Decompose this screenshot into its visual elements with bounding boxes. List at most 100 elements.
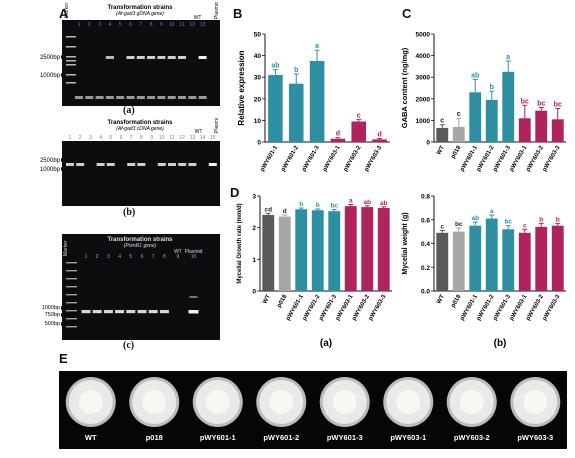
panel-label-a: A bbox=[59, 6, 69, 21]
gel-b-lane-number: 10 bbox=[159, 135, 165, 141]
gel-band bbox=[96, 163, 105, 166]
gel-c-caption: (c) bbox=[123, 340, 135, 351]
y-tick-label: 5000 bbox=[416, 32, 431, 39]
colony-label: pWY601-3 bbox=[327, 433, 363, 442]
gel-a-lane-number: 10 bbox=[169, 22, 175, 28]
gel-b-lane-number: 6 bbox=[120, 135, 123, 141]
gel-band bbox=[95, 96, 104, 99]
bar bbox=[436, 232, 449, 291]
panel-label-d: D bbox=[230, 185, 240, 200]
significance-letter: b bbox=[490, 84, 494, 91]
bar bbox=[452, 231, 465, 291]
gel-a-plasmid-label: Plasmid bbox=[214, 2, 220, 19]
colony-label: pWY601-1 bbox=[200, 433, 236, 442]
gel-b-caption: (b) bbox=[123, 207, 136, 218]
significance-letter: bc bbox=[504, 219, 512, 226]
gel-c-lane-number: 4 bbox=[118, 254, 121, 260]
bar bbox=[311, 210, 324, 291]
gel-b-lane-number: 8 bbox=[140, 135, 143, 141]
significance-letter: bc bbox=[554, 102, 562, 109]
gel-band bbox=[157, 96, 166, 99]
bar bbox=[551, 119, 564, 142]
gel-band bbox=[167, 56, 176, 59]
gel-band bbox=[115, 310, 125, 314]
significance-letter: ab bbox=[380, 200, 388, 207]
y-tick-label: 0 bbox=[252, 289, 256, 296]
gel-band bbox=[126, 56, 135, 59]
gel-a: Transformation strains(Af-gad3 gDNA gene… bbox=[40, 2, 220, 106]
significance-letter: a bbox=[349, 198, 353, 205]
gel-a-title: Transformation strains bbox=[107, 5, 173, 11]
gel-band bbox=[92, 310, 102, 314]
bp-arrow bbox=[61, 313, 65, 317]
marker-band bbox=[66, 46, 76, 48]
significance-letter: bc bbox=[537, 100, 545, 107]
y-tick-label: 1000 bbox=[416, 118, 431, 125]
gel-b-lane-14: 14 bbox=[200, 135, 206, 141]
bar bbox=[309, 61, 325, 142]
gel-b-lane-number: 13 bbox=[190, 135, 196, 141]
gel-b-lane-number: 9 bbox=[150, 135, 153, 141]
gel-b-wt-label: WT bbox=[195, 129, 203, 135]
gel-c-background bbox=[62, 234, 220, 340]
significance-letter: bc bbox=[455, 221, 463, 228]
gel-a-lane-number: 9 bbox=[160, 22, 163, 28]
gel-c-bp-1000: 1000bp bbox=[42, 305, 60, 311]
gel-c-bp-500: 500bp bbox=[45, 321, 60, 327]
y-tick-label: 40 bbox=[254, 53, 262, 60]
significance-letter: d bbox=[283, 208, 287, 215]
gel-band bbox=[105, 56, 114, 59]
significance-letter: c bbox=[440, 118, 444, 125]
gel-a-lane-number: 4 bbox=[109, 22, 112, 28]
category-label: pWY601-2 bbox=[280, 144, 300, 172]
gel-a-lane-number: 12 bbox=[190, 22, 196, 28]
gel-band bbox=[81, 310, 91, 314]
category-label: p018 bbox=[450, 293, 462, 308]
gel-c-lane-number: 6 bbox=[141, 254, 144, 260]
gel-b-background bbox=[62, 141, 220, 206]
significance-letter: b bbox=[294, 67, 298, 74]
bar bbox=[469, 225, 482, 291]
gel-a-lane-number: 13 bbox=[200, 22, 206, 28]
gel-c-lane-number: 5 bbox=[129, 254, 132, 260]
colony-photo-panel: WT p018 pWY601-1 pWY601-2 pWY601-3 pWY603-1 pW… bbox=[59, 371, 567, 449]
colony-center bbox=[396, 390, 421, 414]
significance-letter: bc bbox=[330, 203, 338, 210]
gel-c-lane-number: 7 bbox=[152, 254, 155, 260]
y-tick-label: 4000 bbox=[416, 53, 431, 60]
bar bbox=[361, 207, 374, 291]
gel-band bbox=[178, 56, 186, 59]
bar bbox=[344, 206, 357, 291]
gel-b-lane-number: 5 bbox=[109, 135, 112, 141]
bar bbox=[518, 232, 531, 291]
y-tick-label: 10 bbox=[254, 118, 262, 125]
category-label: p018 bbox=[276, 293, 288, 308]
gel-b-title: Transformation strains bbox=[107, 120, 173, 126]
y-tick-label: 3000 bbox=[416, 75, 431, 82]
gel-a-subtitle: (Af-gad3 gDNA gene) bbox=[116, 11, 164, 17]
bar bbox=[288, 83, 304, 142]
bar bbox=[372, 139, 387, 142]
gel-b-lane-number: 3 bbox=[89, 135, 92, 141]
colony-label: WT bbox=[85, 433, 97, 442]
gel-band bbox=[157, 163, 166, 166]
significance-letter: b bbox=[316, 202, 320, 209]
gel-band bbox=[103, 310, 113, 314]
colony-label: pWY603-2 bbox=[454, 433, 490, 442]
gel-a-lane-number: 11 bbox=[179, 22, 184, 28]
marker-band bbox=[66, 278, 77, 280]
significance-letter: d bbox=[377, 132, 381, 139]
gel-band bbox=[167, 96, 176, 99]
gel-b-lane-number: 12 bbox=[179, 135, 185, 141]
y-axis-label: Mycelial Growth rate (mm/d) bbox=[237, 203, 243, 283]
bar bbox=[351, 121, 367, 142]
panel-label-c: C bbox=[402, 6, 412, 21]
colony-center bbox=[269, 390, 294, 414]
gel-band bbox=[188, 310, 199, 314]
marker-band bbox=[66, 326, 77, 328]
gel-a-lane-number: 5 bbox=[119, 22, 122, 28]
gel-c-lane-number: 8 bbox=[163, 254, 166, 260]
significance-letter: d bbox=[336, 131, 340, 138]
category-label: pWY603-2 bbox=[343, 144, 363, 172]
